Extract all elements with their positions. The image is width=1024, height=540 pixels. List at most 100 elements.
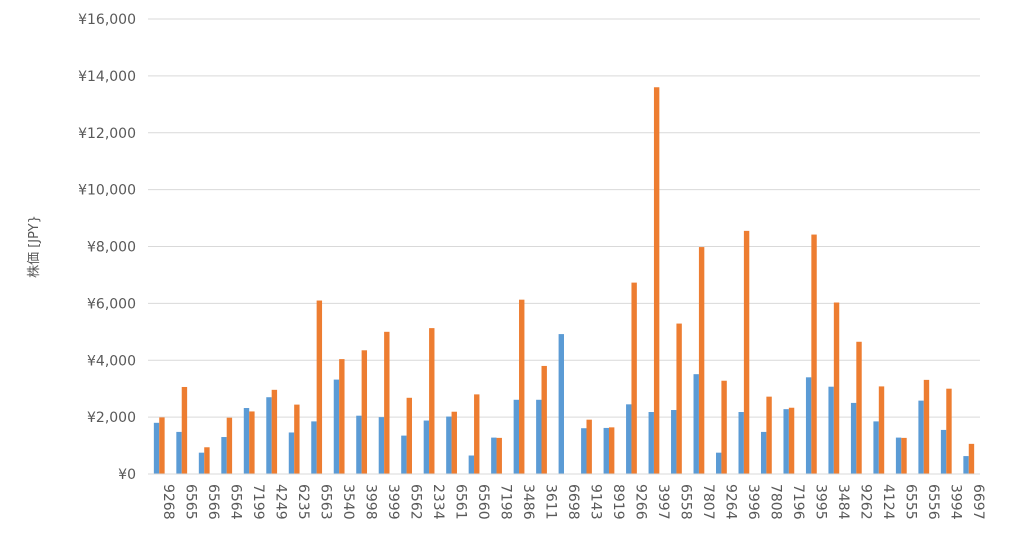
x-tick-label: 3486 xyxy=(520,484,536,520)
bar-series-2-6565 xyxy=(181,386,188,474)
gridlines xyxy=(148,18,980,418)
bar-series-1-6698 xyxy=(558,334,564,474)
bar-series-2-9143 xyxy=(586,419,592,474)
bar-series-2-3997 xyxy=(653,87,660,474)
bar-series-1-3999 xyxy=(378,417,385,475)
bar-series-1-6558 xyxy=(671,410,677,474)
bar-series-1-6564 xyxy=(221,437,227,474)
bar-series-1-6566 xyxy=(198,452,205,474)
x-tick-label: 3484 xyxy=(835,484,851,520)
bar-series-1-3996 xyxy=(738,412,744,474)
bar-series-2-7808 xyxy=(766,396,772,474)
x-tick-label: 3998 xyxy=(363,484,379,520)
bar-series-2-3994 xyxy=(946,388,952,474)
bar-series-1-6565 xyxy=(176,431,182,474)
bar-series-2-6556 xyxy=(923,379,930,474)
bar-series-2-8919 xyxy=(608,427,615,474)
bar-series-2-9264 xyxy=(721,380,727,474)
bar-series-1-6561 xyxy=(446,416,452,474)
bar-series-1-3611 xyxy=(536,399,542,474)
x-tick-label: 9266 xyxy=(632,484,648,520)
bar-series-1-4249 xyxy=(266,397,272,474)
bar-series-1-6697 xyxy=(963,456,969,474)
bar-series-1-3994 xyxy=(940,429,947,474)
x-tick-label: 6566 xyxy=(205,484,221,520)
bar-series-2-9266 xyxy=(631,282,637,474)
x-tick-label: 6563 xyxy=(318,484,334,520)
bar-series-2-6563 xyxy=(316,300,323,474)
bar-series-1-7196 xyxy=(783,409,789,474)
y-tick-label: ¥12,000 xyxy=(78,126,136,142)
x-tick-label: 7196 xyxy=(790,484,806,520)
bar-series-1-2334 xyxy=(423,420,430,474)
x-tick-label: 6697 xyxy=(970,484,986,520)
bar-series-2-2334 xyxy=(429,328,435,474)
x-tick-label: 3997 xyxy=(655,484,671,520)
bar-series-1-6556 xyxy=(918,400,924,474)
x-tick-label: 3994 xyxy=(947,484,963,520)
y-axis-tick-labels: ¥0 ¥2,000 ¥4,000 ¥6,000 ¥8,000 ¥10,000 ¥12,000… xyxy=(78,12,136,483)
bar-series-2-3486 xyxy=(519,299,525,474)
bar-series-1-7807 xyxy=(693,374,699,474)
bar-series-1-9262 xyxy=(850,402,857,474)
bar-series-1-6235 xyxy=(288,432,295,474)
y-tick-label: ¥10,000 xyxy=(78,183,136,199)
x-tick-label: 4124 xyxy=(880,484,896,520)
bar-series-2-7196 xyxy=(788,407,795,474)
bar-series-1-9143 xyxy=(581,428,587,474)
bar-series-1-6562 xyxy=(401,435,407,474)
x-tick-label: 6555 xyxy=(902,484,918,520)
bar-series-1-7199 xyxy=(243,408,250,474)
bar-series-1-3484 xyxy=(828,386,834,474)
x-tick-label: 6565 xyxy=(183,484,199,520)
bar-series-1-6555 xyxy=(895,437,902,474)
bar-series-2-3999 xyxy=(384,331,390,474)
bar-series-2-3484 xyxy=(833,302,840,474)
bar-series-1-9264 xyxy=(716,452,722,474)
bar-series-2-6561 xyxy=(451,411,457,474)
bar-series-2-3540 xyxy=(339,359,345,474)
y-tick-label: ¥6,000 xyxy=(87,296,136,312)
bar-series-1-4124 xyxy=(873,421,879,474)
x-axis-tick-labels: 9268 6565 6566 6564 7199 4249 6235 6563 3540 3998… xyxy=(160,484,986,520)
x-tick-label: 9262 xyxy=(857,484,873,520)
x-tick-label: 6564 xyxy=(228,484,244,520)
bar-series-1-6560 xyxy=(468,455,475,474)
bar-series-2-6564 xyxy=(226,417,233,474)
x-tick-label: 2334 xyxy=(430,484,446,520)
bar-series-1-8919 xyxy=(603,427,609,474)
bar-series-1-3486 xyxy=(513,399,520,474)
x-tick-label: 8919 xyxy=(610,484,626,520)
bar-series-2-6555 xyxy=(901,437,907,474)
bar-series-2-6566 xyxy=(204,447,210,474)
x-tick-label: 3540 xyxy=(340,484,356,520)
bar-series-2-4124 xyxy=(878,386,885,474)
x-tick-label: 6562 xyxy=(408,484,424,520)
bar-series-2-9268 xyxy=(159,417,165,474)
bar-series-2-3995 xyxy=(811,234,817,474)
x-tick-label: 9268 xyxy=(160,484,176,520)
bar-series-2-7199 xyxy=(249,411,255,474)
y-tick-label: ¥0 xyxy=(118,467,136,483)
x-tick-label: 6560 xyxy=(475,484,491,520)
bar-series-2-9262 xyxy=(856,341,862,474)
bar-series-1-9268 xyxy=(153,422,160,474)
x-tick-label: 3996 xyxy=(745,484,761,520)
bar-series-2-6562 xyxy=(406,397,412,474)
bar-series-2-3611 xyxy=(541,365,547,474)
bar-series-1-3998 xyxy=(356,415,362,474)
bar-series-1-6563 xyxy=(311,421,317,474)
bar-series-2-3996 xyxy=(743,230,750,474)
x-tick-label: 3999 xyxy=(385,484,401,520)
bar-series-1-7198 xyxy=(491,437,497,474)
bar-series-1-3995 xyxy=(805,377,812,474)
x-tick-label: 3995 xyxy=(812,484,828,520)
bar-series-1-3540 xyxy=(333,379,340,474)
x-tick-label: 3611 xyxy=(543,484,559,520)
bar-series-2-6560 xyxy=(474,394,480,475)
x-tick-label: 7807 xyxy=(700,484,716,520)
x-tick-label: 4249 xyxy=(273,484,289,520)
bar-series-2-6235 xyxy=(294,404,300,474)
y-tick-label: ¥4,000 xyxy=(87,353,136,369)
